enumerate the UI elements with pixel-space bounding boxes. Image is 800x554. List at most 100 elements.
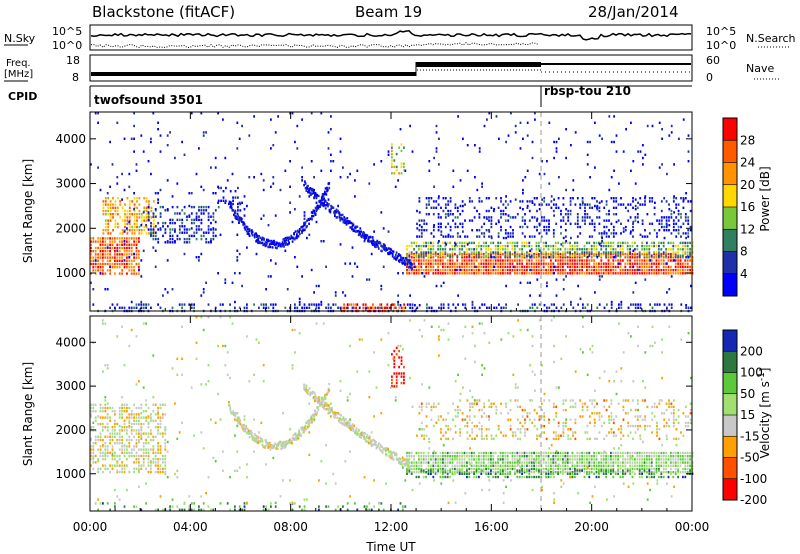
arc-cell xyxy=(395,251,398,254)
scatter-cell xyxy=(112,203,114,206)
scatter-cell xyxy=(468,262,471,265)
scatter-cell xyxy=(128,262,131,266)
scatter-cell xyxy=(612,467,615,471)
scatter-cell xyxy=(116,442,119,445)
scatter-cell xyxy=(526,262,528,265)
scatter-cell xyxy=(145,219,148,222)
scatter-cell xyxy=(351,306,354,309)
scatter-cell xyxy=(588,458,591,461)
scatter-cell xyxy=(154,426,157,429)
scatter-cell xyxy=(594,204,596,208)
scatter-cell xyxy=(126,259,128,262)
scatter-cell xyxy=(480,244,483,248)
scatter-cell xyxy=(142,454,145,458)
scatter-cell xyxy=(152,461,155,464)
scatter-cell xyxy=(145,454,147,458)
scatter-cell xyxy=(355,306,357,309)
scatter-cell xyxy=(200,294,203,297)
scatter-cell xyxy=(666,291,668,294)
scatter-cell xyxy=(576,256,579,259)
scatter-cell xyxy=(480,256,483,259)
scatter-cell xyxy=(588,451,591,455)
scatter-cell xyxy=(222,199,225,202)
scatter-cell xyxy=(232,202,234,206)
scatter-cell xyxy=(97,262,99,266)
scatter-cell xyxy=(178,212,181,215)
scatter-cell xyxy=(588,467,591,471)
scatter-cell xyxy=(183,212,186,215)
scatter-cell xyxy=(164,458,167,461)
arc-cell xyxy=(356,225,359,228)
scatter-cell xyxy=(654,201,656,204)
scatter-cell xyxy=(638,252,641,256)
scatter-cell xyxy=(523,241,526,245)
scatter-cell xyxy=(205,241,208,244)
scatter-cell xyxy=(665,458,667,461)
scatter-cell xyxy=(410,461,413,464)
scatter-cell xyxy=(106,192,109,195)
nave-label: Nave xyxy=(746,62,774,75)
scatter-cell xyxy=(655,464,658,467)
scatter-cell xyxy=(588,252,591,256)
scatter-cell xyxy=(169,221,172,225)
scatter-cell xyxy=(253,115,255,118)
scatter-cell xyxy=(116,461,119,464)
scatter-cell xyxy=(528,262,531,265)
scatter-cell xyxy=(593,467,595,471)
scatter-cell xyxy=(466,472,468,475)
scatter-cell xyxy=(632,160,635,163)
scatter-cell xyxy=(104,253,107,256)
scatter-cell xyxy=(154,454,157,458)
scatter-cell xyxy=(514,458,516,461)
scatter-cell xyxy=(121,461,123,464)
scatter-cell xyxy=(586,254,588,257)
scatter-cell xyxy=(660,225,663,229)
scatter-cell xyxy=(519,200,522,203)
scatter-cell xyxy=(483,124,486,128)
scatter-cell xyxy=(546,160,548,163)
scatter-cell xyxy=(382,265,385,268)
scatter-cell xyxy=(157,192,159,195)
scatter-cell xyxy=(102,470,104,474)
power-y-label: Slant Range [km] xyxy=(21,159,35,263)
scatter-cell xyxy=(615,197,618,200)
scatter-cell xyxy=(420,232,423,235)
scatter-cell xyxy=(456,216,459,219)
scatter-cell xyxy=(646,248,648,251)
scatter-cell xyxy=(588,251,591,254)
scatter-cell xyxy=(214,192,217,195)
scatter-cell xyxy=(446,254,449,257)
scatter-cell xyxy=(514,248,516,251)
scatter-cell xyxy=(354,195,356,198)
scatter-cell xyxy=(478,251,480,254)
scatter-cell xyxy=(605,262,607,265)
scatter-cell xyxy=(586,455,588,458)
scatter-cell xyxy=(399,128,402,131)
scatter-cell xyxy=(420,268,423,272)
scatter-cell xyxy=(534,112,536,115)
scatter-cell xyxy=(364,303,367,306)
scatter-cell xyxy=(562,451,564,455)
scatter-cell xyxy=(629,451,631,455)
scatter-cell xyxy=(485,455,487,458)
scatter-cell xyxy=(470,262,473,265)
scatter-cell xyxy=(454,262,456,265)
arc-cell xyxy=(262,243,265,246)
scatter-cell xyxy=(566,458,569,461)
scatter-cell xyxy=(470,252,473,256)
scatter-cell xyxy=(653,262,655,265)
scatter-cell xyxy=(181,221,184,225)
scatter-cell xyxy=(246,303,248,306)
scatter-cell xyxy=(440,284,443,288)
scatter-cell xyxy=(485,464,487,467)
scatter-cell xyxy=(157,201,159,204)
scatter-cell xyxy=(614,451,617,455)
scatter-cell xyxy=(557,256,559,259)
scatter-cell xyxy=(140,300,143,304)
scatter-cell xyxy=(130,416,133,419)
scatter-cell xyxy=(97,112,99,115)
scatter-cell xyxy=(660,458,663,461)
scatter-cell xyxy=(662,262,665,265)
scatter-cell xyxy=(94,442,97,445)
scatter-cell xyxy=(677,265,679,269)
